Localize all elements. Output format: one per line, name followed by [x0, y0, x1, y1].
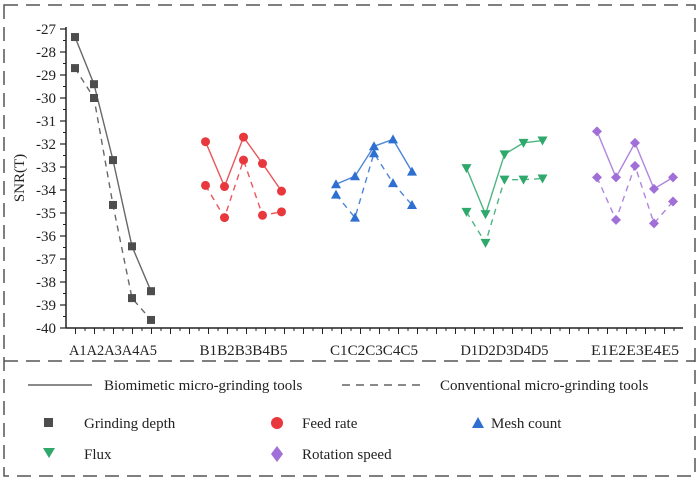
legend-rotation-speed-marker [271, 446, 283, 462]
x-group-label: E1E2E3E4E5 [591, 343, 679, 359]
flux-biomimetic-point-D2 [480, 210, 491, 220]
mesh-count-conventional-line [335, 151, 413, 220]
series-layer [71, 33, 678, 324]
legend-dashed-label: Conventional micro-grinding tools [440, 378, 648, 394]
x-group-label: C1C2C3C4C5 [330, 343, 418, 359]
mesh-count-conventional-point-C4 [388, 178, 398, 188]
rotation-speed-biomimetic-point-E1 [592, 126, 602, 137]
legend-mesh-count-marker [472, 417, 484, 428]
axes: -27 -28 -29 -30 -31 -32 -33 -34 -35 -36 -37 -38 -39 -… [36, 22, 683, 359]
feed-rate-biomimetic-point-B1 [201, 137, 210, 147]
y-tick-label: -29 [36, 68, 56, 84]
flux-conventional-point-D1 [461, 207, 472, 217]
y-tick-label: -39 [36, 298, 56, 314]
legend-mesh-count-label: Mesh count [491, 416, 562, 432]
grinding-depth-conventional-line [74, 67, 152, 321]
y-tick-label: -40 [36, 321, 56, 337]
y-tick-label: -30 [36, 91, 56, 107]
rotation-speed-biomimetic-point-E2 [611, 172, 621, 183]
grinding-depth-conventional-point-A4 [128, 294, 136, 303]
flux-conventional-line [465, 177, 543, 245]
x-group-label: D1D2D3D4D5 [461, 343, 549, 359]
y-tick-label: -34 [36, 183, 56, 199]
flux-conventional-point-D5 [537, 174, 548, 184]
grinding-depth-biomimetic-point-A1 [71, 33, 79, 42]
feed-rate-conventional-point-B4 [258, 210, 267, 220]
y-tick-label: -37 [36, 252, 56, 268]
y-tick-label: -33 [36, 160, 56, 176]
legend: Biomimetic micro-grinding tools Conventi… [28, 378, 648, 463]
rotation-speed-conventional-point-E4 [649, 218, 659, 229]
rotation-speed-biomimetic-point-E4 [649, 183, 659, 194]
y-tick-label: -28 [36, 45, 56, 61]
rotation-speed-conventional-point-E2 [611, 214, 621, 225]
mesh-count-biomimetic-point-C3 [369, 141, 379, 151]
legend-grinding-depth-label: Grinding depth [84, 416, 176, 432]
mesh-count-conventional-point-C3 [369, 148, 379, 158]
grinding-depth-conventional-point-A1 [71, 64, 79, 73]
rotation-speed-biomimetic-point-E5 [668, 172, 678, 183]
grinding-depth-biomimetic-point-A5 [147, 287, 155, 296]
legend-rotation-speed-label: Rotation speed [302, 447, 392, 463]
rotation-speed-conventional-point-E5 [668, 196, 678, 207]
mesh-count-conventional-point-C1 [331, 189, 341, 199]
flux-biomimetic-point-D4 [518, 138, 529, 148]
grinding-depth-conventional-point-A2 [90, 94, 98, 102]
y-tick-label: -36 [36, 229, 56, 245]
y-tick-label: -35 [36, 206, 56, 222]
legend-feed-rate-marker [271, 417, 283, 429]
legend-flux-marker [43, 448, 55, 458]
y-tick-label: -32 [36, 137, 56, 153]
x-group-label: B1B2B3B4B5 [200, 343, 288, 359]
x-group-label: A1A2A3A4A5 [69, 343, 157, 359]
mesh-count-conventional-point-C5 [407, 199, 417, 209]
grinding-depth-conventional-point-A3 [109, 200, 117, 209]
flux-biomimetic-point-D3 [499, 150, 510, 160]
grinding-depth-biomimetic-line [74, 36, 152, 292]
legend-feed-rate-label: Feed rate [302, 416, 358, 432]
grinding-depth-biomimetic-point-A3 [109, 156, 117, 165]
rotation-speed-conventional-point-E1 [592, 172, 602, 183]
mesh-count-biomimetic-point-C1 [331, 179, 341, 189]
feed-rate-conventional-point-B1 [201, 180, 210, 190]
flux-conventional-point-D3 [499, 175, 510, 185]
feed-rate-conventional-line [204, 157, 282, 220]
y-tick-label: -27 [36, 22, 56, 38]
feed-rate-biomimetic-point-B2 [220, 182, 229, 192]
outer-frame [3, 4, 696, 477]
feed-rate-biomimetic-point-B5 [277, 186, 286, 196]
feed-rate-conventional-point-B3 [239, 155, 248, 165]
legend-grinding-depth-marker [44, 418, 53, 427]
mesh-count-conventional-point-C2 [350, 212, 360, 222]
rotation-speed-biomimetic-point-E3 [630, 137, 640, 148]
feed-rate-biomimetic-point-B3 [239, 132, 248, 142]
feed-rate-biomimetic-point-B4 [258, 159, 267, 169]
y-axis-label: SNR(T) [12, 154, 28, 202]
mesh-count-biomimetic-point-C5 [407, 166, 417, 176]
rotation-speed-conventional-point-E3 [630, 160, 640, 171]
mesh-count-biomimetic-point-C2 [350, 171, 360, 181]
y-tick-label: -38 [36, 275, 56, 291]
grinding-depth-conventional-point-A5 [147, 315, 155, 324]
grinding-depth-biomimetic-point-A4 [128, 242, 136, 251]
legend-solid-label: Biomimetic micro-grinding tools [104, 378, 302, 394]
y-tick-label: -31 [36, 114, 56, 130]
grinding-depth-biomimetic-point-A2 [90, 80, 98, 89]
legend-flux-label: Flux [84, 447, 112, 463]
flux-biomimetic-point-D5 [537, 136, 548, 146]
flux-biomimetic-point-D1 [461, 164, 472, 174]
flux-conventional-point-D4 [518, 175, 529, 185]
feed-rate-conventional-point-B2 [220, 213, 229, 223]
feed-rate-conventional-point-B5 [277, 207, 286, 217]
rotation-speed-conventional-line [596, 163, 674, 225]
flux-conventional-point-D2 [480, 238, 491, 248]
mesh-count-biomimetic-point-C4 [388, 134, 398, 144]
